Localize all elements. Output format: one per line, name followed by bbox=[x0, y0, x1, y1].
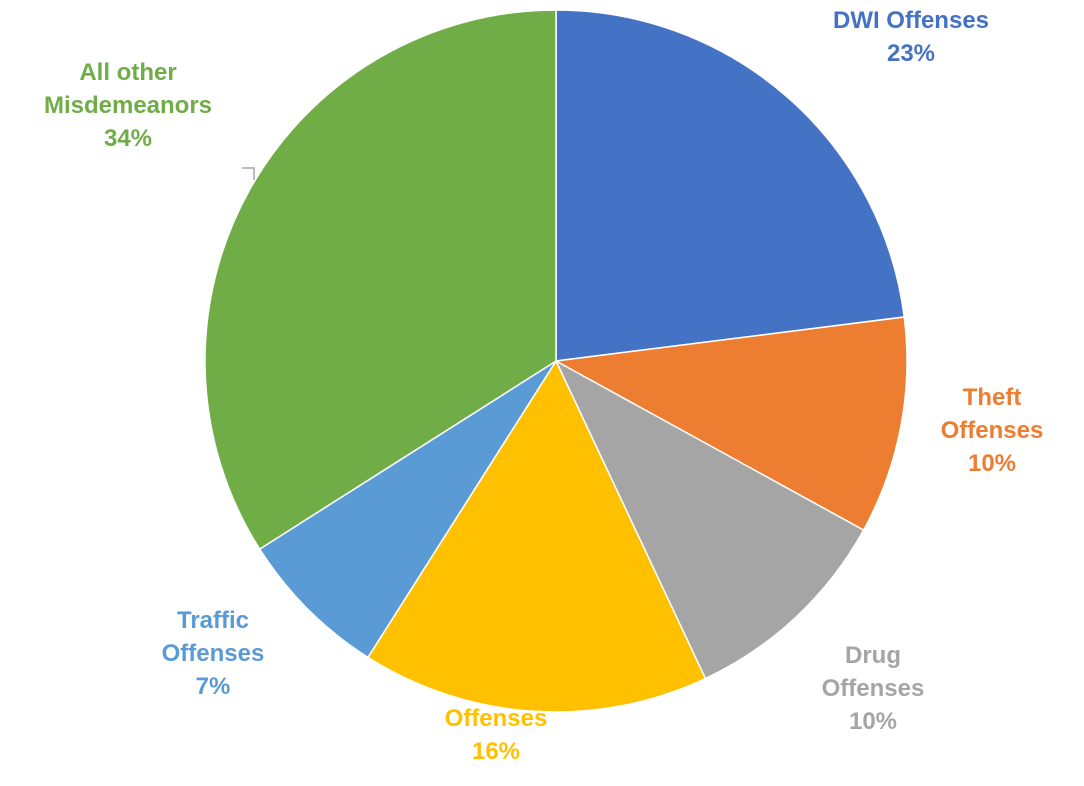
pie-slice-5 bbox=[204, 9, 557, 551]
slice-labels: DWI Offenses 23% Theft Offenses 10% Drug Offen… bbox=[44, 7, 1043, 765]
leader-line-5 bbox=[242, 167, 255, 180]
pie-slice-4 bbox=[258, 360, 557, 659]
slice-percent-1: 10% bbox=[968, 450, 1016, 477]
slice-name-3: Offenses bbox=[445, 705, 548, 732]
slice-percent-3: 16% bbox=[472, 738, 520, 765]
pie-slices bbox=[204, 9, 908, 713]
pie-slice-2 bbox=[554, 359, 865, 680]
slice-name-4: Offenses bbox=[162, 640, 265, 667]
slice-name-0: DWI Offenses bbox=[833, 7, 989, 34]
slice-name-2: Drug bbox=[845, 642, 901, 669]
leader-lines bbox=[242, 167, 255, 180]
pie-slice-1 bbox=[553, 316, 908, 532]
slice-percent-5: 34% bbox=[104, 125, 152, 152]
slice-name-2: Offenses bbox=[822, 675, 925, 702]
slice-label-3: Offenses 16% bbox=[445, 705, 548, 765]
slice-percent-0: 23% bbox=[887, 40, 935, 67]
slice-label-4: Traffic Offenses 7% bbox=[162, 607, 265, 700]
slice-name-1: Offenses bbox=[941, 417, 1044, 444]
slice-name-1: Theft bbox=[963, 384, 1022, 411]
slice-label-2: Drug Offenses 10% bbox=[822, 642, 925, 735]
slice-label-5: All other Misdemeanors 34% bbox=[44, 59, 212, 152]
slice-percent-2: 10% bbox=[849, 708, 897, 735]
slice-label-1: Theft Offenses 10% bbox=[941, 384, 1044, 477]
slice-name-5: Misdemeanors bbox=[44, 92, 212, 119]
slice-label-0: DWI Offenses 23% bbox=[833, 7, 989, 67]
slice-name-5: All other bbox=[79, 59, 176, 86]
slice-percent-4: 7% bbox=[196, 673, 231, 700]
slice-name-4: Traffic bbox=[177, 607, 249, 634]
pie-slice-3 bbox=[366, 359, 707, 713]
pie-slice-0 bbox=[555, 9, 906, 362]
